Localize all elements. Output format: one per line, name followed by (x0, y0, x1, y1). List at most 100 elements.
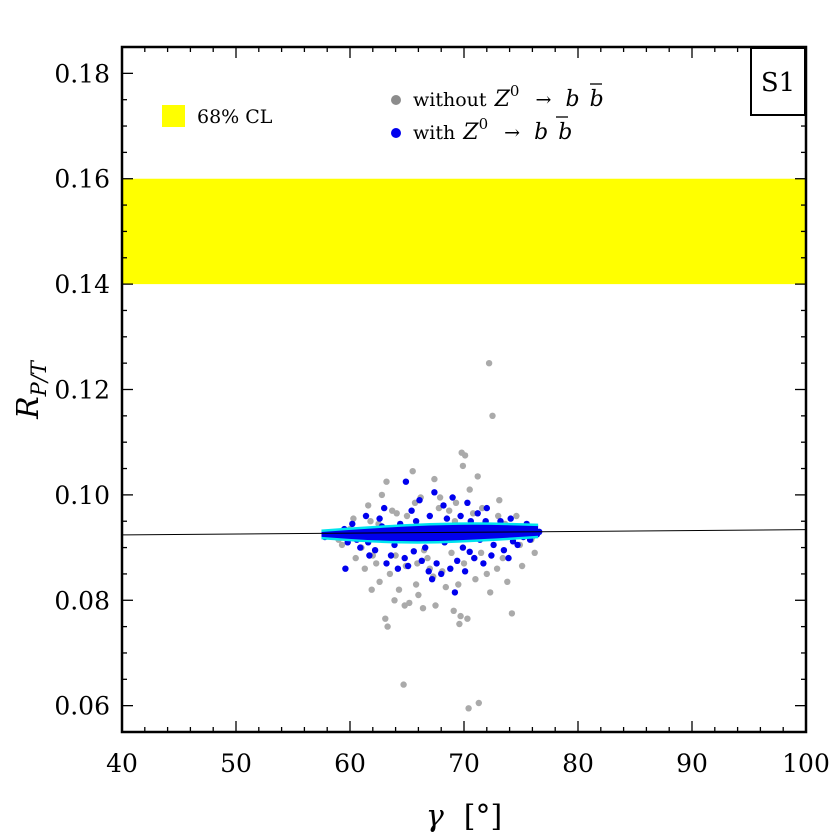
x-tick-label-5: 90 (676, 749, 708, 778)
point-with-24 (371, 547, 379, 554)
envelope-upper (321, 522, 539, 532)
point-with-76 (410, 548, 417, 555)
point-with-42 (451, 589, 459, 596)
series-legend: without Z0 → b b with Z0 → b b (391, 79, 604, 145)
point-without-64 (469, 510, 477, 517)
point-with-48 (443, 515, 451, 522)
point-without-37 (395, 586, 403, 593)
x-tick-labels: 40 50 60 70 80 90 100 (106, 749, 830, 778)
point-without-23 (499, 554, 506, 562)
point-without-70 (448, 549, 455, 556)
y-tick-label-1: 0.08 (54, 586, 110, 615)
point-without-50 (384, 623, 391, 630)
point-without-10 (365, 502, 372, 509)
x-axis-symbol: γ (426, 799, 444, 834)
point-without-9 (378, 491, 386, 499)
point-with-54 (457, 512, 464, 520)
point-with-44 (366, 552, 373, 559)
point-without-34 (455, 581, 462, 588)
point-with-1 (431, 489, 438, 496)
point-with-22 (357, 544, 364, 551)
envelope-lower (321, 535, 539, 544)
point-without-48 (508, 610, 516, 617)
x-tick-label-4: 80 (562, 749, 594, 778)
point-without-53 (400, 681, 407, 688)
band-legend-label: 68% CL (197, 106, 273, 128)
point-without-25 (361, 565, 368, 572)
point-with-6 (483, 504, 490, 512)
point-with-8 (408, 507, 415, 514)
y-tick-label-3: 0.12 (54, 376, 110, 405)
point-without-12 (466, 486, 473, 493)
point-without-11 (496, 497, 503, 504)
point-with-9 (474, 510, 481, 517)
point-with-77 (466, 548, 473, 555)
point-with-12 (376, 515, 383, 522)
point-with-41 (428, 576, 436, 583)
point-without-54 (475, 699, 482, 707)
point-without-33 (412, 581, 420, 588)
point-without-32 (376, 578, 383, 585)
point-without-44 (419, 605, 427, 612)
point-without-6 (474, 473, 481, 480)
y-tick-label-2: 0.10 (54, 481, 110, 510)
point-without-29 (386, 570, 394, 578)
point-with-27 (488, 552, 495, 559)
point-with-23 (514, 541, 521, 549)
point-without-0 (485, 360, 493, 367)
point-without-22 (460, 560, 468, 567)
point-with-4 (416, 497, 423, 504)
x-tick-label-6: 100 (782, 749, 830, 778)
point-with-32 (433, 560, 440, 567)
point-without-17 (350, 515, 357, 522)
point-with-35 (425, 568, 432, 575)
point-without-43 (401, 602, 408, 609)
point-with-40 (342, 565, 349, 572)
point-without-47 (464, 615, 471, 622)
point-without-5 (409, 468, 416, 475)
point-without-15 (446, 507, 453, 514)
plot-frame (120, 45, 808, 734)
dense-core-region (321, 523, 539, 543)
point-with-28 (401, 554, 408, 562)
point-without-3 (461, 452, 469, 459)
legend-marker-without (391, 95, 401, 105)
point-with-36 (394, 565, 402, 572)
point-without-1 (489, 412, 496, 419)
x-axis-title: γ [°] (426, 799, 502, 834)
point-without-51 (456, 620, 463, 628)
point-with-14 (349, 520, 356, 528)
y-tick-label-6: 0.18 (54, 59, 110, 88)
point-with-38 (383, 560, 390, 567)
x-tick-label-3: 70 (448, 749, 480, 778)
point-with-37 (461, 568, 469, 575)
x-axis-unit: [°] (464, 799, 502, 834)
legend-marker-with (391, 128, 401, 138)
x-tick-label-0: 40 (106, 749, 138, 778)
legend-entry-without: without Z0 → b b (413, 79, 604, 112)
y-tick-label-0: 0.06 (54, 692, 110, 721)
point-without-40 (415, 591, 422, 599)
point-with-5 (381, 504, 388, 512)
legend-entry-with: with Z0 → b b (413, 112, 572, 145)
y-tick-label-4: 0.14 (54, 270, 110, 299)
point-with-0 (402, 478, 410, 485)
point-without-81 (436, 494, 444, 501)
point-without-83 (479, 504, 486, 512)
point-without-78 (367, 518, 374, 525)
point-without-31 (472, 576, 479, 583)
point-with-29 (471, 554, 478, 562)
point-without-41 (391, 597, 398, 604)
point-with-53 (426, 512, 433, 520)
point-with-59 (422, 544, 429, 551)
point-without-62 (403, 512, 411, 520)
point-without-52 (432, 602, 439, 609)
point-with-2 (449, 494, 456, 501)
point-without-8 (431, 475, 438, 483)
point-with-34 (447, 565, 454, 572)
point-without-82 (452, 499, 460, 506)
reference-line (121, 529, 807, 536)
point-without-56 (352, 554, 359, 562)
y-tick-labels: 0.06 0.08 0.10 0.12 0.14 0.16 0.18 (54, 59, 110, 720)
